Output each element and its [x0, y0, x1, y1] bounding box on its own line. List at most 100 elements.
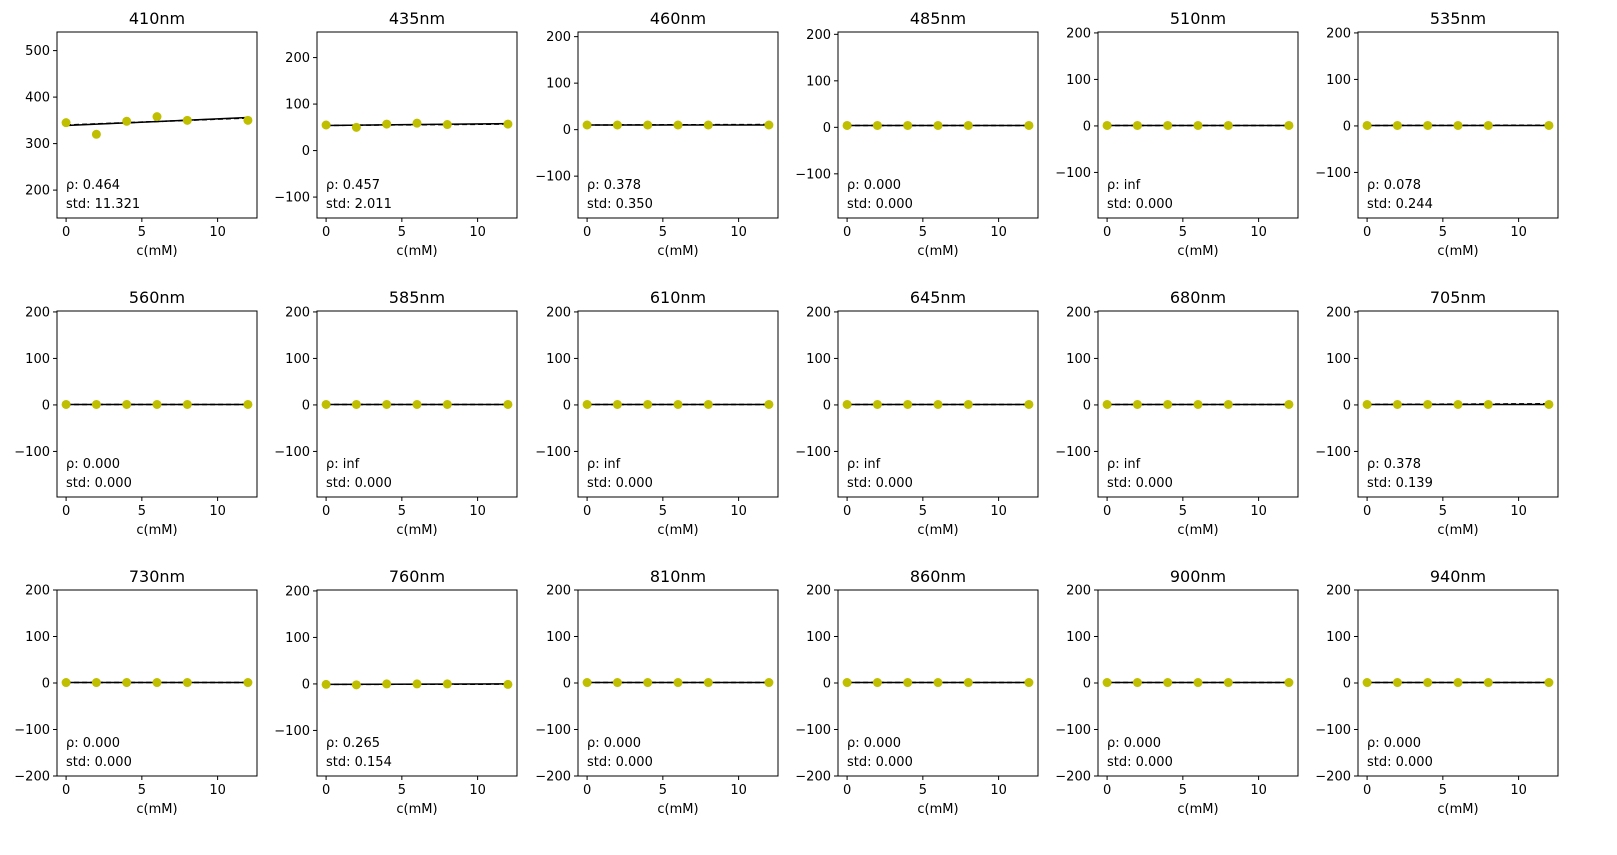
data-point: [1223, 399, 1233, 409]
subplot-title: 460nm: [650, 9, 706, 28]
data-point: [1423, 120, 1433, 130]
y-tick-label: 100: [806, 74, 831, 89]
y-tick-label: 200: [546, 305, 571, 320]
data-point: [582, 678, 592, 688]
data-point: [1362, 399, 1372, 409]
data-point: [1544, 678, 1554, 688]
y-tick-label: 100: [1326, 352, 1351, 367]
y-tick-label: 100: [546, 630, 571, 645]
rho-annotation: ρ: 0.000: [1367, 736, 1421, 751]
data-point: [673, 399, 683, 409]
y-tick-label: −100: [535, 723, 571, 738]
x-tick-label: 10: [730, 783, 747, 798]
data-point: [1163, 120, 1173, 130]
y-tick-label: 500: [25, 44, 50, 59]
std-annotation: std: 0.000: [587, 476, 653, 491]
data-point: [91, 129, 101, 139]
x-tick-label: 0: [62, 225, 70, 240]
x-tick-label: 10: [1510, 225, 1527, 240]
data-point: [1544, 399, 1554, 409]
data-point: [643, 678, 653, 688]
y-tick-label: −100: [14, 723, 50, 738]
subplot-title: 645nm: [910, 288, 966, 307]
std-annotation: std: 11.321: [66, 197, 140, 212]
subplot-title: 535nm: [1430, 9, 1486, 28]
x-tick-label: 0: [583, 783, 591, 798]
y-tick-label: 0: [302, 398, 310, 413]
subplot-title: 410nm: [129, 9, 185, 28]
x-axis-label: c(mM): [657, 802, 698, 817]
subplot: 900nm 0 5 10 −200 −100 0 100 200 c(mM) ρ: 0.000 std…: [1055, 567, 1299, 817]
data-point: [412, 118, 422, 128]
y-tick-label: 0: [563, 677, 571, 692]
data-point: [351, 122, 361, 132]
y-tick-label: 0: [823, 121, 831, 136]
subplot: 730nm 0 5 10 −200 −100 0 100 200 c(mM) ρ: 0.000 std…: [14, 567, 258, 817]
data-point: [182, 678, 192, 688]
rho-annotation: ρ: 0.457: [326, 178, 380, 193]
x-tick-label: 0: [583, 504, 591, 519]
x-axis-label: c(mM): [1437, 523, 1478, 538]
data-point: [91, 399, 101, 409]
std-annotation: std: 0.000: [847, 755, 913, 770]
y-tick-label: 0: [823, 398, 831, 413]
data-point: [243, 678, 253, 688]
x-tick-label: 5: [919, 783, 927, 798]
data-point: [1362, 678, 1372, 688]
y-tick-label: −100: [1055, 445, 1091, 460]
data-point: [503, 119, 513, 129]
std-annotation: std: 0.000: [326, 476, 392, 491]
y-tick-label: 200: [1326, 305, 1351, 320]
y-tick-label: 100: [285, 631, 310, 646]
data-point: [1193, 120, 1203, 130]
y-tick-label: −100: [1055, 166, 1091, 181]
rho-annotation: ρ: inf: [847, 457, 881, 472]
data-point: [61, 678, 71, 688]
data-point: [963, 120, 973, 130]
data-point: [673, 678, 683, 688]
x-tick-label: 5: [398, 225, 406, 240]
data-point: [643, 399, 653, 409]
x-tick-label: 10: [990, 225, 1007, 240]
std-annotation: std: 0.244: [1367, 197, 1433, 212]
data-point: [1024, 399, 1034, 409]
rho-annotation: ρ: 0.378: [587, 178, 641, 193]
x-tick-label: 0: [1363, 504, 1371, 519]
rho-annotation: ρ: 0.000: [587, 736, 641, 751]
y-tick-label: 100: [546, 352, 571, 367]
data-point: [1284, 120, 1294, 130]
subplot-title: 900nm: [1170, 567, 1226, 586]
data-point: [351, 399, 361, 409]
data-point: [1483, 678, 1493, 688]
y-tick-label: −100: [274, 724, 310, 739]
x-tick-label: 10: [469, 225, 486, 240]
y-tick-label: 300: [25, 137, 50, 152]
x-tick-label: 5: [1179, 225, 1187, 240]
data-point: [703, 120, 713, 130]
subplot: 435nm 0 5 10 −100 0 100 200 c(mM) ρ: 0.457 std: 2.…: [274, 9, 518, 259]
subplot: 460nm 0 5 10 −100 0 100 200 c(mM) ρ: 0.378 std: 0.…: [535, 9, 779, 259]
data-point: [1024, 678, 1034, 688]
data-point: [382, 679, 392, 689]
std-annotation: std: 0.000: [1367, 755, 1433, 770]
subplot: 410nm 0 5 10 200 300 400 500 c(mM) ρ: 0.464 std: 1…: [25, 9, 258, 259]
x-tick-label: 0: [1103, 504, 1111, 519]
y-tick-label: 200: [1326, 584, 1351, 599]
subplot: 535nm 0 5 10 −100 0 100 200 c(mM) ρ: 0.078 std: 0.…: [1315, 9, 1559, 259]
data-point: [1544, 120, 1554, 130]
rho-annotation: ρ: 0.000: [66, 457, 120, 472]
x-tick-label: 0: [1103, 783, 1111, 798]
x-tick-label: 10: [990, 504, 1007, 519]
x-tick-label: 5: [398, 783, 406, 798]
data-point: [963, 399, 973, 409]
x-tick-label: 5: [1439, 225, 1447, 240]
subplot: 705nm 0 5 10 −100 0 100 200 c(mM) ρ: 0.378 std: 0.…: [1315, 288, 1559, 538]
std-annotation: std: 0.000: [847, 476, 913, 491]
subplot-title: 680nm: [1170, 288, 1226, 307]
data-point: [1423, 678, 1433, 688]
x-axis-label: c(mM): [136, 802, 177, 817]
data-point: [1423, 399, 1433, 409]
data-point: [933, 120, 943, 130]
std-annotation: std: 0.000: [1107, 755, 1173, 770]
